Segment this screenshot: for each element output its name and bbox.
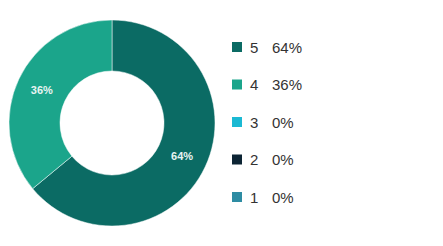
legend-swatch [232,155,242,165]
legend-value: 0% [272,189,294,206]
legend-value: 0% [272,151,294,168]
legend-label: 5 [250,39,258,56]
legend-label: 4 [250,76,258,93]
data-label: 36% [31,84,53,96]
legend-label: 3 [250,114,258,131]
data-label: 64% [171,150,193,162]
slice [9,20,112,189]
chart: 64% 36% 5 64% 4 36% 3 0% 2 0% 1 0% [0,0,443,246]
legend-swatch [232,80,242,90]
legend: 5 64% 4 36% 3 0% 2 0% 1 0% [232,39,302,206]
slices [9,20,215,226]
legend-label: 2 [250,151,258,168]
legend-value: 0% [272,114,294,131]
legend-swatch [232,192,242,202]
legend-value: 64% [272,39,302,56]
legend-value: 36% [272,76,302,93]
legend-swatch [232,117,242,127]
data-labels: 64% 36% [31,84,193,162]
legend-label: 1 [250,189,258,206]
legend-swatch [232,42,242,52]
